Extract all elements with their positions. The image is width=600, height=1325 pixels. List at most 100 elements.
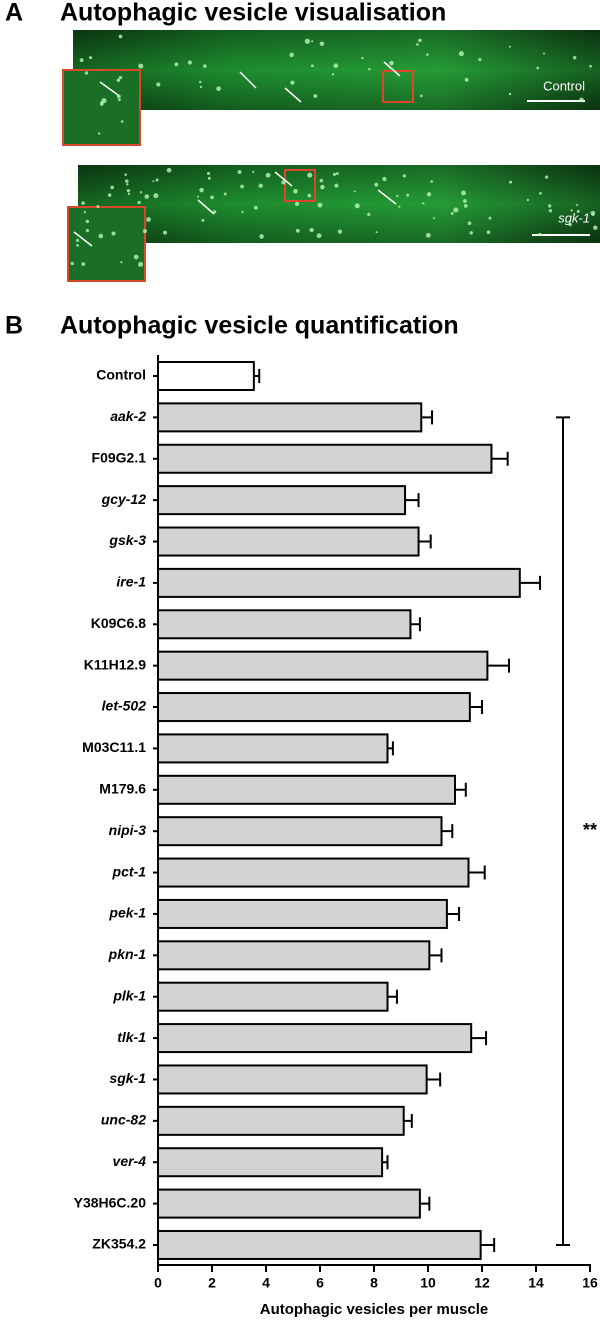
vesicle <box>156 82 161 87</box>
vesicle <box>281 180 286 185</box>
y-tick-label: sgk-1 <box>109 1070 146 1086</box>
vesicle <box>333 63 339 69</box>
vesicle <box>375 231 378 234</box>
vesicle <box>88 56 93 60</box>
vesicle <box>163 230 168 235</box>
y-tick-label: ire-1 <box>116 574 146 590</box>
vesicle <box>295 228 300 233</box>
vesicle <box>426 192 432 197</box>
vesicle <box>79 58 84 63</box>
bar <box>157 567 521 598</box>
vesicle <box>547 204 552 208</box>
error-bar <box>403 1113 413 1128</box>
vesicle <box>304 38 310 44</box>
vesicle <box>570 209 573 212</box>
bar <box>157 1105 405 1136</box>
vesicle <box>96 205 100 208</box>
vesicle <box>526 198 530 202</box>
vesicle <box>453 207 459 213</box>
vesicle <box>463 204 468 208</box>
vesicle <box>289 52 294 58</box>
vesicle <box>316 233 322 239</box>
vesicle <box>450 212 454 215</box>
vesicle <box>591 213 595 217</box>
bar <box>157 443 493 474</box>
panel-title: Autophagic vesicle visualisation <box>60 0 446 27</box>
x-tick-label: 4 <box>262 1275 270 1291</box>
vesicle <box>76 243 79 247</box>
y-tick-label: plk-1 <box>112 987 146 1003</box>
vesicle <box>406 193 410 197</box>
vesicle <box>237 170 242 174</box>
error-bar <box>421 410 434 425</box>
vesicle <box>426 53 429 56</box>
bar <box>157 857 470 888</box>
bar <box>157 733 389 764</box>
vesicle <box>509 180 513 184</box>
vesicle <box>85 219 90 224</box>
vesicle <box>201 218 205 222</box>
vesicle <box>97 132 101 135</box>
error-bar <box>468 865 486 880</box>
vesicle <box>206 171 211 176</box>
vesicle <box>116 78 121 82</box>
y-tick-label: K11H12.9 <box>84 656 146 672</box>
vesicle <box>212 210 217 214</box>
x-axis-label: Autophagic vesicles per muscle <box>260 1301 488 1318</box>
y-tick-label: Y38H6C.20 <box>74 1194 147 1210</box>
y-tick-label: pkn-1 <box>108 946 147 962</box>
vesicle <box>126 189 131 193</box>
vesicle <box>331 73 335 76</box>
vesicle <box>332 172 337 176</box>
vesicle <box>127 192 131 196</box>
vesicle <box>478 58 482 62</box>
bar <box>157 361 255 391</box>
vesicle <box>335 172 339 175</box>
vesicle <box>166 167 172 173</box>
x-tick-label: 14 <box>528 1275 544 1291</box>
vesicle <box>337 229 342 234</box>
x-tick-label: 2 <box>208 1275 216 1291</box>
vesicle <box>568 222 572 227</box>
error-bar <box>519 575 542 590</box>
vesicle <box>422 202 425 205</box>
vesicle <box>538 232 542 237</box>
error-bar <box>469 700 483 715</box>
vesicle <box>111 231 116 236</box>
vesicle <box>199 85 203 89</box>
y-tick-label: tlk-1 <box>117 1029 146 1045</box>
vesicle <box>396 194 399 198</box>
error-bar <box>418 534 432 549</box>
vesicle <box>133 254 139 260</box>
vesicle <box>319 41 325 47</box>
vesicle <box>85 228 90 233</box>
vesicle <box>84 71 89 75</box>
vesicle <box>155 178 159 182</box>
y-tick-label: let-502 <box>102 698 147 714</box>
vesicle <box>402 174 407 178</box>
vesicle <box>544 175 549 179</box>
vesicle <box>216 86 221 92</box>
significance-bracket <box>556 416 570 1246</box>
x-tick-label: 16 <box>582 1275 598 1291</box>
vesicle <box>199 187 204 193</box>
vesicle <box>118 98 121 102</box>
bar <box>157 692 471 723</box>
y-tick-label: Control <box>96 367 146 383</box>
vesicle <box>576 203 579 207</box>
vesicle <box>543 52 546 55</box>
y-tick-label: F09G2.1 <box>92 449 147 465</box>
bar <box>157 981 389 1012</box>
panel-label: A <box>5 0 23 27</box>
vesicle <box>137 200 141 205</box>
vesicle <box>425 232 431 238</box>
y-tick-label: pek-1 <box>108 905 146 921</box>
vesicle <box>98 233 104 239</box>
vesicle <box>293 188 298 194</box>
vesicle <box>174 62 179 67</box>
vesicle <box>361 56 364 60</box>
y-tick-label: pct-1 <box>112 863 147 879</box>
vesicle <box>210 195 214 200</box>
bar <box>157 609 412 640</box>
